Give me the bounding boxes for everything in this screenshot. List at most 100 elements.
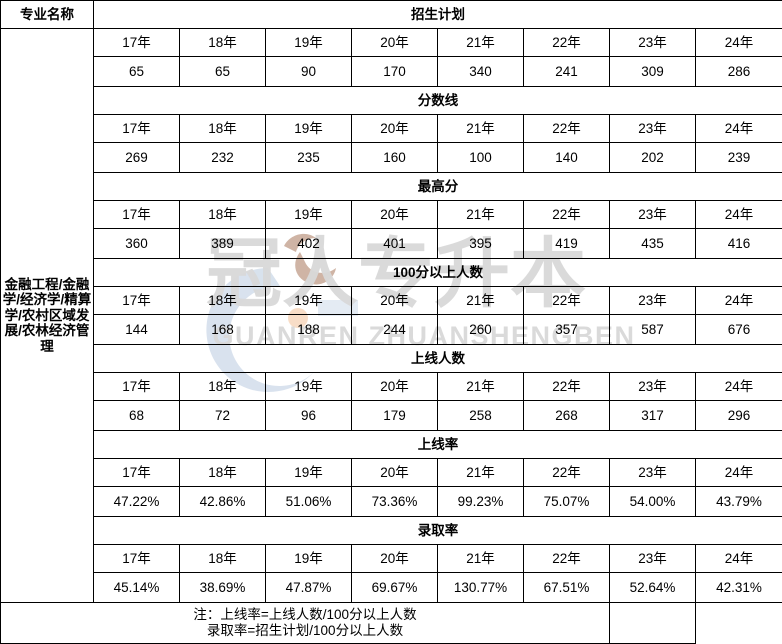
year-header-22: 22年	[524, 459, 610, 487]
year-header-19: 19年	[266, 29, 352, 57]
value-cell: 268	[524, 401, 610, 431]
year-header-22: 22年	[524, 545, 610, 573]
year-header-17: 17年	[94, 29, 180, 57]
note-line-passing-rate: 注：上线率=上线人数/100分以上人数	[1, 607, 609, 623]
value-cell: 52.64%	[610, 573, 696, 603]
value-cell: 38.69%	[180, 573, 266, 603]
value-cell: 47.22%	[94, 487, 180, 517]
year-header-23: 23年	[610, 459, 696, 487]
value-cell: 43.79%	[696, 487, 782, 517]
year-header-20: 20年	[352, 545, 438, 573]
year-header-24: 24年	[696, 373, 782, 401]
value-cell: 100	[438, 143, 524, 173]
value-row: 65 65 90 170 340 241 309 286	[1, 57, 782, 87]
value-cell: 235	[266, 143, 352, 173]
value-cell: 67.51%	[524, 573, 610, 603]
value-cell: 73.36%	[352, 487, 438, 517]
value-cell: 54.00%	[610, 487, 696, 517]
year-header-22: 22年	[524, 287, 610, 315]
value-cell: 144	[94, 315, 180, 345]
section-title-admission-plan: 招生计划	[94, 1, 782, 29]
year-row: 17年 18年 19年 20年 21年 22年 23年 24年	[1, 201, 782, 229]
value-cell: 317	[610, 401, 696, 431]
year-header-19: 19年	[266, 287, 352, 315]
year-row: 17年 18年 19年 20年 21年 22年 23年 24年	[1, 373, 782, 401]
value-cell: 45.14%	[94, 573, 180, 603]
year-header-17: 17年	[94, 115, 180, 143]
year-header-18: 18年	[180, 115, 266, 143]
value-cell: 99.23%	[438, 487, 524, 517]
year-header-24: 24年	[696, 201, 782, 229]
value-cell: 260	[438, 315, 524, 345]
section-title-admission-rate: 录取率	[94, 517, 782, 545]
year-header-19: 19年	[266, 545, 352, 573]
value-cell: 435	[610, 229, 696, 259]
value-cell: 241	[524, 57, 610, 87]
value-cell: 65	[94, 57, 180, 87]
year-header-17: 17年	[94, 201, 180, 229]
year-header-21: 21年	[438, 287, 524, 315]
year-header-21: 21年	[438, 373, 524, 401]
note-line-admission-rate: 录取率=招生计划/100分以上人数	[1, 623, 609, 639]
year-header-24: 24年	[696, 29, 782, 57]
year-header-22: 22年	[524, 115, 610, 143]
section-title-above-100: 100分以上人数	[94, 259, 782, 287]
section-title-row: 专业名称 招生计划	[1, 1, 782, 29]
value-cell: 47.87%	[266, 573, 352, 603]
value-cell: 676	[696, 315, 782, 345]
section-title-passing-count: 上线人数	[94, 345, 782, 373]
year-header-19: 19年	[266, 459, 352, 487]
year-header-21: 21年	[438, 545, 524, 573]
value-cell: 389	[180, 229, 266, 259]
section-title-row: 分数线	[1, 87, 782, 115]
year-header-18: 18年	[180, 373, 266, 401]
value-row: 144 168 188 244 260 357 587 676	[1, 315, 782, 345]
year-header-24: 24年	[696, 459, 782, 487]
year-header-19: 19年	[266, 373, 352, 401]
year-header-23: 23年	[610, 29, 696, 57]
value-cell: 357	[524, 315, 610, 345]
value-cell: 72	[180, 401, 266, 431]
value-cell: 160	[352, 143, 438, 173]
value-cell: 42.31%	[696, 573, 782, 603]
notes-blank-cell	[610, 603, 696, 644]
notes-cell: 注：上线率=上线人数/100分以上人数 录取率=招生计划/100分以上人数	[1, 603, 610, 644]
year-header-19: 19年	[266, 115, 352, 143]
year-row: 金融工程/金融学/经济学/精算学/农村区域发展/农林经济管理 17年 18年 1…	[1, 29, 782, 57]
year-row: 17年 18年 19年 20年 21年 22年 23年 24年	[1, 287, 782, 315]
year-header-18: 18年	[180, 201, 266, 229]
notes-row: 注：上线率=上线人数/100分以上人数 录取率=招生计划/100分以上人数	[1, 603, 782, 644]
year-header-23: 23年	[610, 373, 696, 401]
section-title-row: 100分以上人数	[1, 259, 782, 287]
year-header-17: 17年	[94, 459, 180, 487]
major-name-cell: 金融工程/金融学/经济学/精算学/农村区域发展/农林经济管理	[1, 29, 94, 603]
value-cell: 51.06%	[266, 487, 352, 517]
section-title-row: 上线率	[1, 431, 782, 459]
value-cell: 42.86%	[180, 487, 266, 517]
year-header-18: 18年	[180, 29, 266, 57]
year-header-20: 20年	[352, 373, 438, 401]
value-cell: 402	[266, 229, 352, 259]
major-column-header: 专业名称	[1, 1, 94, 29]
value-cell: 232	[180, 143, 266, 173]
year-row: 17年 18年 19年 20年 21年 22年 23年 24年	[1, 545, 782, 573]
value-cell: 130.77%	[438, 573, 524, 603]
year-header-23: 23年	[610, 115, 696, 143]
section-title-row: 录取率	[1, 517, 782, 545]
year-header-23: 23年	[610, 287, 696, 315]
value-row: 45.14% 38.69% 47.87% 69.67% 130.77% 67.5…	[1, 573, 782, 603]
value-cell: 360	[94, 229, 180, 259]
value-cell: 96	[266, 401, 352, 431]
section-title-highest-score: 最高分	[94, 173, 782, 201]
value-cell: 65	[180, 57, 266, 87]
year-header-21: 21年	[438, 115, 524, 143]
section-title-passing-rate: 上线率	[94, 431, 782, 459]
year-header-17: 17年	[94, 373, 180, 401]
value-cell: 395	[438, 229, 524, 259]
year-header-21: 21年	[438, 459, 524, 487]
year-header-20: 20年	[352, 115, 438, 143]
year-header-20: 20年	[352, 201, 438, 229]
